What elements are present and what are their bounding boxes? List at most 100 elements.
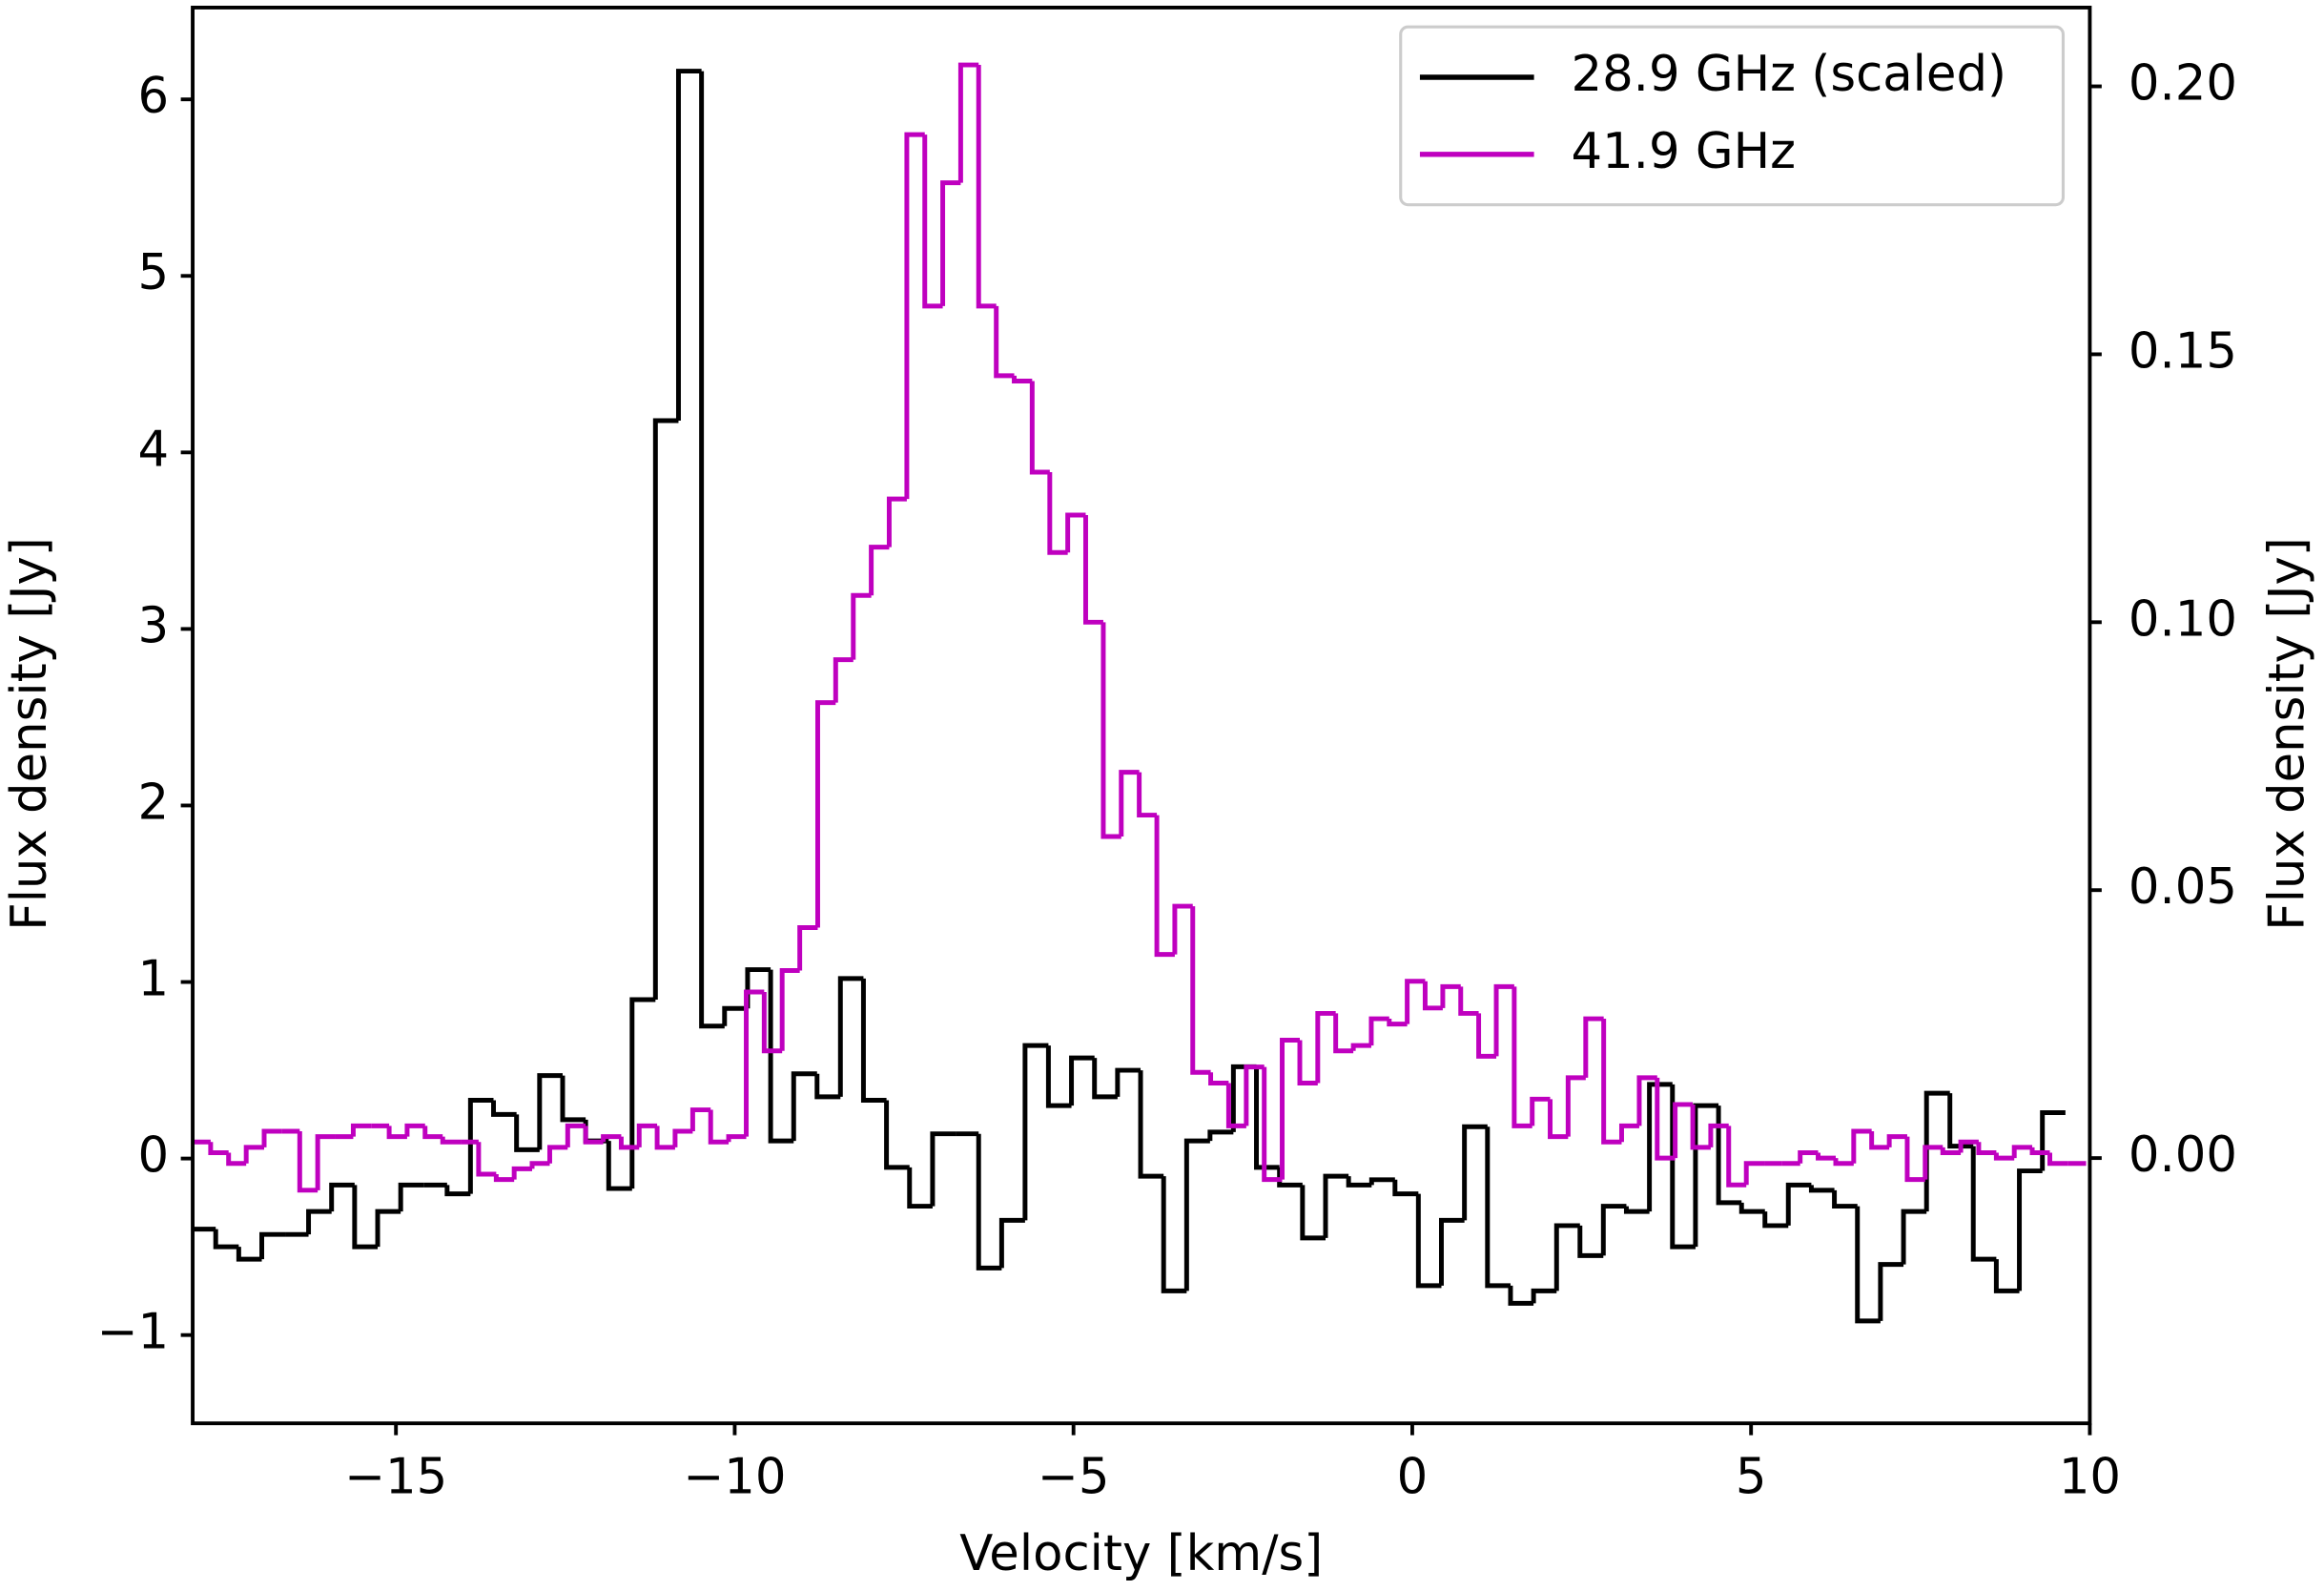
step [329,1182,355,1212]
step [1387,1019,1408,1027]
y-tick-label: 4 [138,421,170,478]
y2-tick-label: 0.00 [2129,1126,2237,1184]
step [1618,1123,1639,1143]
step [444,1185,471,1197]
step [779,968,800,1051]
step [583,1126,604,1145]
step [226,1152,247,1167]
step [1368,1177,1395,1186]
step [1993,1259,2020,1293]
step [672,1128,693,1147]
step [2047,1152,2068,1167]
step [1029,381,1050,475]
step [722,1005,748,1026]
step [1947,1093,1974,1149]
step [1405,979,1426,1024]
step [708,1109,730,1145]
step [1172,903,1193,955]
y-tick-label: 6 [138,68,170,125]
step [1045,1045,1072,1108]
step [689,1107,711,1132]
step [1600,1204,1627,1256]
step [1993,1152,2015,1161]
y2-axis-label: Flux density [Jy] [2258,537,2315,931]
step [652,418,679,1001]
step [1476,1013,1497,1059]
step [618,1136,640,1150]
step [1422,981,1443,1011]
plot-frame [191,5,2092,1426]
step [529,1161,550,1169]
step [440,1136,462,1145]
step [511,1166,533,1180]
step [745,967,771,1009]
x-tick-label: −15 [344,1448,447,1505]
step [306,1209,332,1235]
step [726,1134,747,1143]
step [398,1182,424,1212]
step [352,1185,379,1250]
step [1553,1223,1580,1291]
legend-label: 41.9 GHz [1571,123,1796,180]
step [1693,1103,1719,1248]
y-tick-label: 3 [138,597,170,654]
x-axis-label: Velocity [km/s] [959,1525,1323,1582]
step [1458,986,1479,1016]
step [1647,1082,1673,1212]
step [1262,1066,1283,1183]
step [422,1126,443,1140]
step [243,1145,265,1164]
x-tick-label: −10 [683,1448,786,1505]
step [1137,772,1158,818]
step [1655,1077,1676,1161]
step [629,997,656,1189]
step [1012,375,1033,383]
step [976,65,997,309]
step [1940,1147,1962,1155]
step [1462,1124,1488,1221]
step [699,71,725,1029]
step [1183,1138,1210,1291]
step [1207,1129,1234,1142]
step [1565,1075,1586,1137]
legend-box [1399,25,2066,207]
series [192,62,2087,1193]
step [1743,1161,1765,1186]
step [236,1247,262,1262]
step [386,1126,407,1140]
step [869,545,890,596]
step [744,989,765,1137]
y2-tick-label: 0.20 [2129,55,2237,113]
step [1439,1217,1465,1286]
step [1577,1225,1604,1258]
step [476,1142,497,1177]
step [1976,1142,1997,1155]
step [1315,1010,1336,1084]
step [1082,514,1103,625]
step [375,1209,401,1248]
step [1708,1123,1729,1147]
step [467,1098,494,1194]
step [791,1071,817,1142]
step [1512,986,1532,1128]
step [675,69,702,422]
step [259,1231,286,1260]
step [1785,1182,1812,1226]
step [1346,1176,1372,1188]
step [1508,1285,1534,1306]
series [193,69,2066,1324]
step [1530,1096,1551,1126]
step [1832,1189,1858,1209]
y-tick-label: 2 [138,774,170,831]
y-tick-label: 5 [138,244,170,301]
step [1808,1185,1835,1193]
step [761,991,783,1054]
step [1115,1067,1141,1097]
y-tick-label: 1 [138,951,170,1008]
step [1670,1084,1696,1250]
step [1277,1167,1303,1188]
step [998,1217,1025,1269]
step [904,132,925,500]
step [1869,1131,1890,1150]
